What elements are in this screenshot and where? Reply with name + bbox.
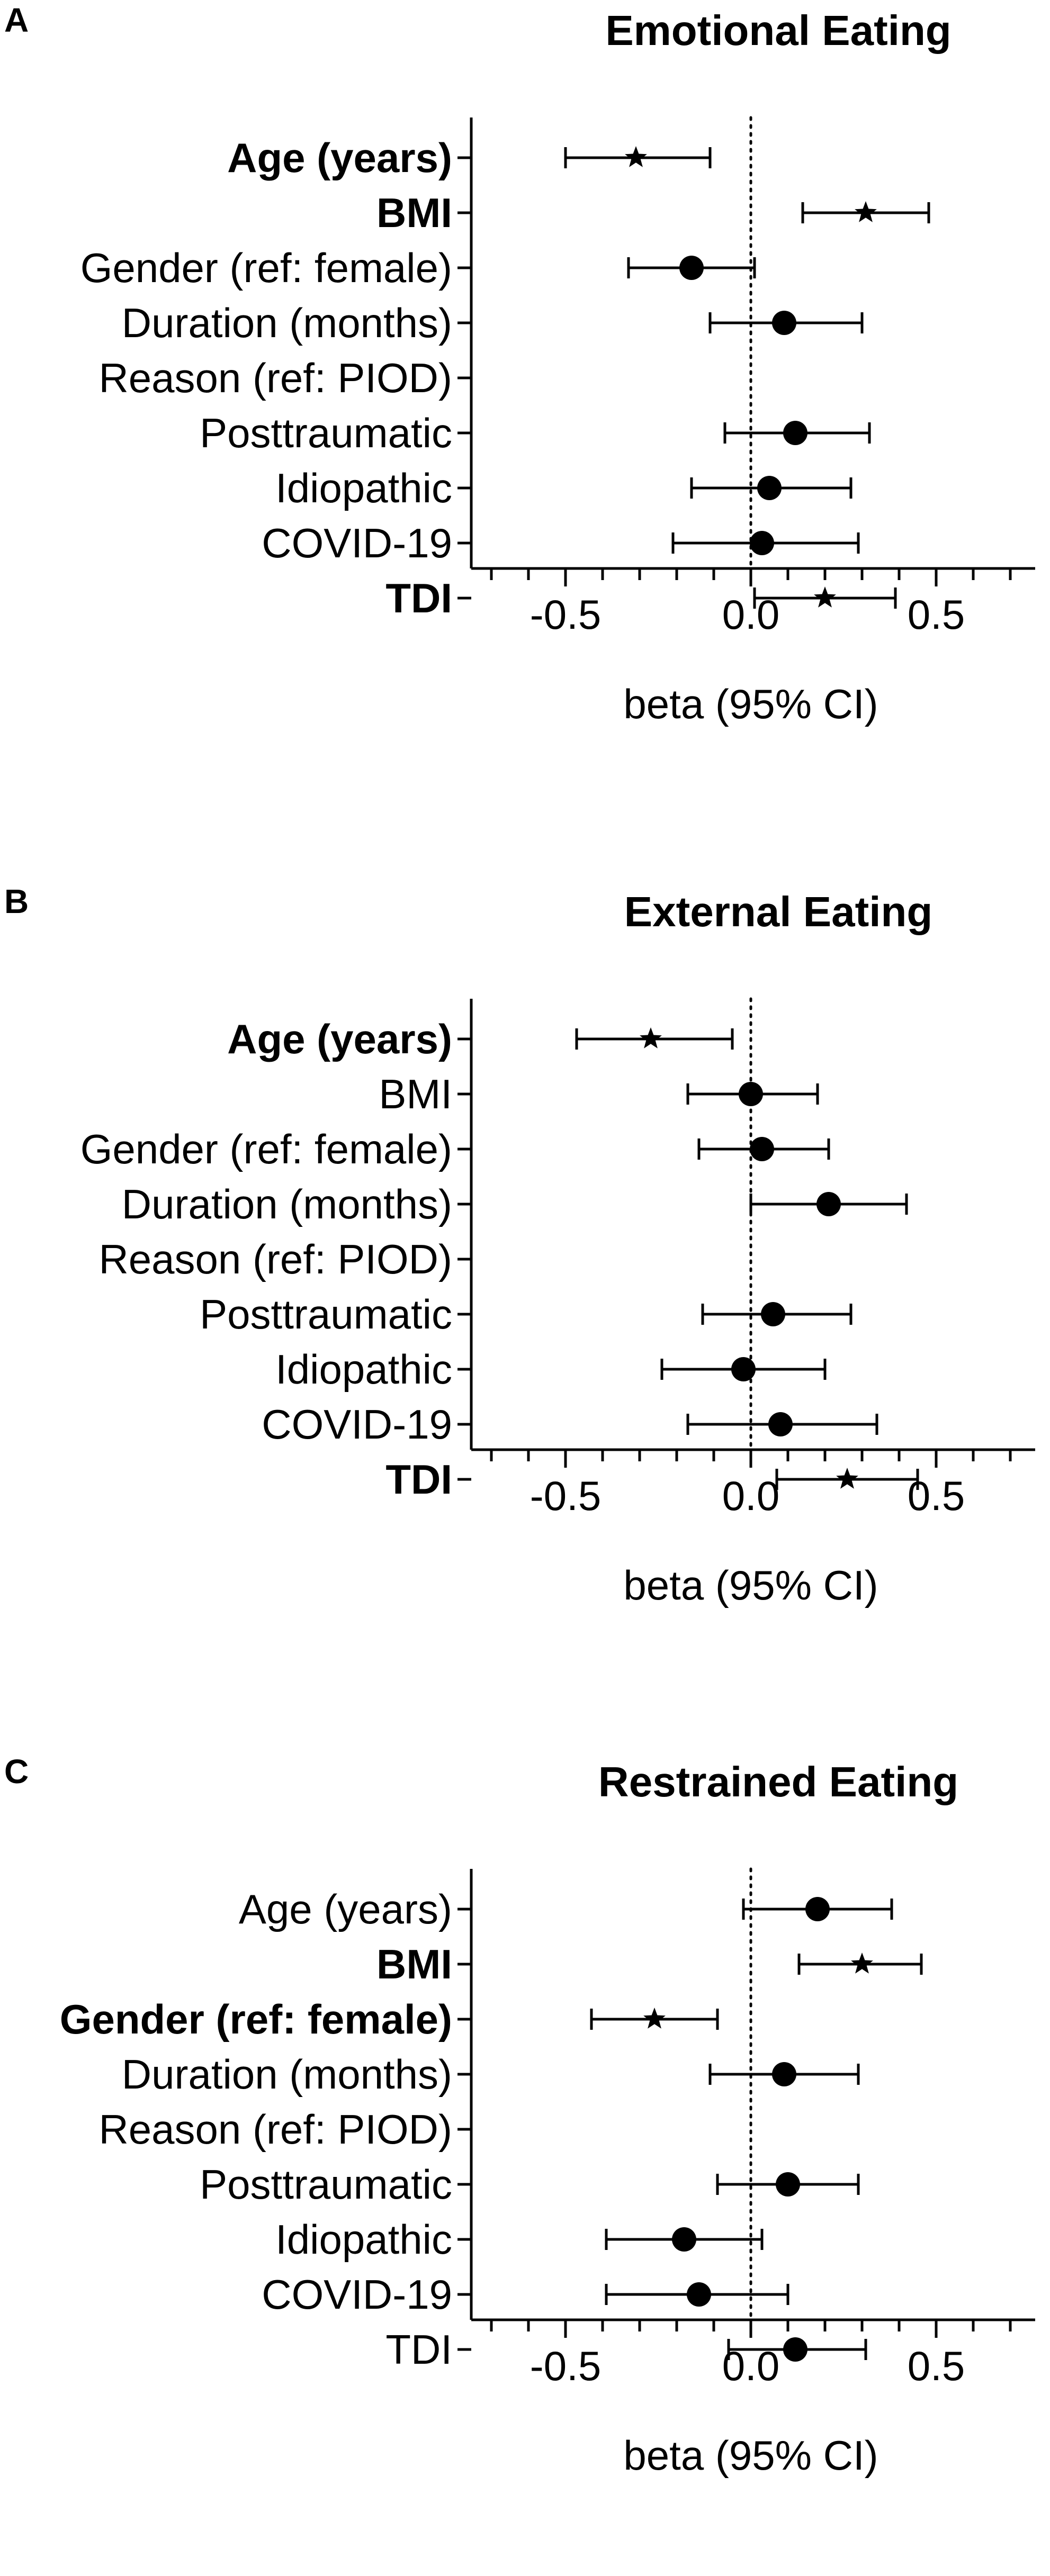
panel-letter: A [4,1,29,39]
chart-title: Restrained Eating [598,1758,958,1805]
row-label: BMI [376,189,452,236]
row-label: Idiopathic [275,465,452,511]
row-label: Posttraumatic [200,1291,452,1337]
forest-row: COVID-19 [262,520,860,566]
row-label: TDI [385,1456,452,1503]
row-label: COVID-19 [262,520,452,566]
point-estimate-circle [816,1192,841,1216]
panel-letter: B [4,882,29,920]
point-estimate-circle [783,421,807,445]
row-label: Gender (ref: female) [80,1126,452,1172]
x-axis-label: beta (95% CI) [623,2432,878,2479]
row-label: BMI [379,1071,452,1117]
point-estimate-circle [768,1412,793,1436]
x-tick-label: -0.5 [530,2343,601,2389]
row-label: COVID-19 [262,1401,452,1448]
forest-row: Reason (ref: PIOD) [98,2106,471,2153]
forest-row: Idiopathic [275,1346,827,1393]
row-label: Reason (ref: PIOD) [98,355,452,401]
x-tick-label: 0.5 [908,2343,965,2389]
forest-row: COVID-19 [262,2271,789,2318]
forest-row: Duration (months) [122,2051,860,2098]
point-estimate-circle [772,2062,796,2086]
row-label: Idiopathic [275,1346,452,1393]
point-estimate-circle [672,2227,696,2252]
point-estimate-circle [776,2172,800,2197]
row-label: Duration (months) [122,300,452,346]
point-estimate-circle [750,531,774,555]
forest-row: COVID-19 [262,1401,878,1448]
chart-title: External Eating [624,888,932,935]
x-axis-label: beta (95% CI) [623,1562,878,1608]
row-label: TDI [385,575,452,621]
forest-row: Age (years) [239,1886,893,1932]
row-label: Reason (ref: PIOD) [98,1236,452,1282]
point-estimate-circle [687,2282,711,2307]
forest-row: TDI [385,575,897,621]
row-label: Age (years) [227,134,452,181]
row-label: BMI [376,1941,452,1987]
x-axis-label: beta (95% CI) [623,681,878,727]
row-label: Reason (ref: PIOD) [98,2106,452,2153]
point-estimate-circle [739,1082,763,1106]
panel-letter: C [4,1752,29,1791]
forest-row: Duration (months) [122,300,864,346]
point-estimate-circle [772,311,796,335]
x-tick-label: -0.5 [530,1472,601,1519]
point-estimate-star [643,2008,666,2029]
forest-row: Idiopathic [275,2216,764,2263]
point-estimate-star [814,586,836,608]
forest-row: TDI [385,2326,867,2373]
forest-row: Gender (ref: female) [60,1996,719,2042]
forest-row: Posttraumatic [200,410,871,456]
point-estimate-circle [750,1137,774,1161]
x-tick-label: 0.0 [722,1472,779,1519]
point-estimate-circle [761,1302,785,1326]
forest-row: Posttraumatic [200,1291,852,1337]
forest-row: Gender (ref: female) [80,1126,830,1172]
chart-title: Emotional Eating [605,7,951,54]
row-label: Posttraumatic [200,2161,452,2208]
row-label: COVID-19 [262,2271,452,2318]
row-label: TDI [385,2326,452,2373]
point-estimate-circle [757,476,782,500]
point-estimate-star [640,1027,662,1049]
forest-row: Gender (ref: female) [80,245,756,291]
forest-row: Posttraumatic [200,2161,860,2208]
point-estimate-circle [805,1897,830,1921]
forest-row: Duration (months) [122,1181,908,1227]
point-estimate-star [851,1953,873,1974]
point-estimate-circle [679,256,704,280]
point-estimate-circle [783,2337,807,2362]
row-label: Idiopathic [275,2216,452,2263]
forest-row: Reason (ref: PIOD) [98,355,471,401]
row-label: Posttraumatic [200,410,452,456]
forest-row: Idiopathic [275,465,852,511]
forest-row: Age (years) [227,134,712,181]
row-label: Gender (ref: female) [80,245,452,291]
forest-row: BMI [376,1941,923,1987]
x-tick-label: -0.5 [530,591,601,638]
point-estimate-star [625,146,647,167]
row-label: Duration (months) [122,1181,452,1227]
row-label: Age (years) [239,1886,452,1932]
x-tick-label: 0.5 [908,591,965,638]
forest-row: TDI [385,1456,919,1503]
point-estimate-star [855,201,877,222]
row-label: Age (years) [227,1016,452,1062]
forest-row: BMI [376,189,930,236]
row-label: Gender (ref: female) [60,1996,452,2042]
row-label: Duration (months) [122,2051,452,2098]
forest-row: Reason (ref: PIOD) [98,1236,471,1282]
forest-row: Age (years) [227,1016,734,1062]
point-estimate-star [836,1468,858,1489]
point-estimate-circle [731,1357,756,1381]
forest-row: BMI [379,1071,819,1117]
